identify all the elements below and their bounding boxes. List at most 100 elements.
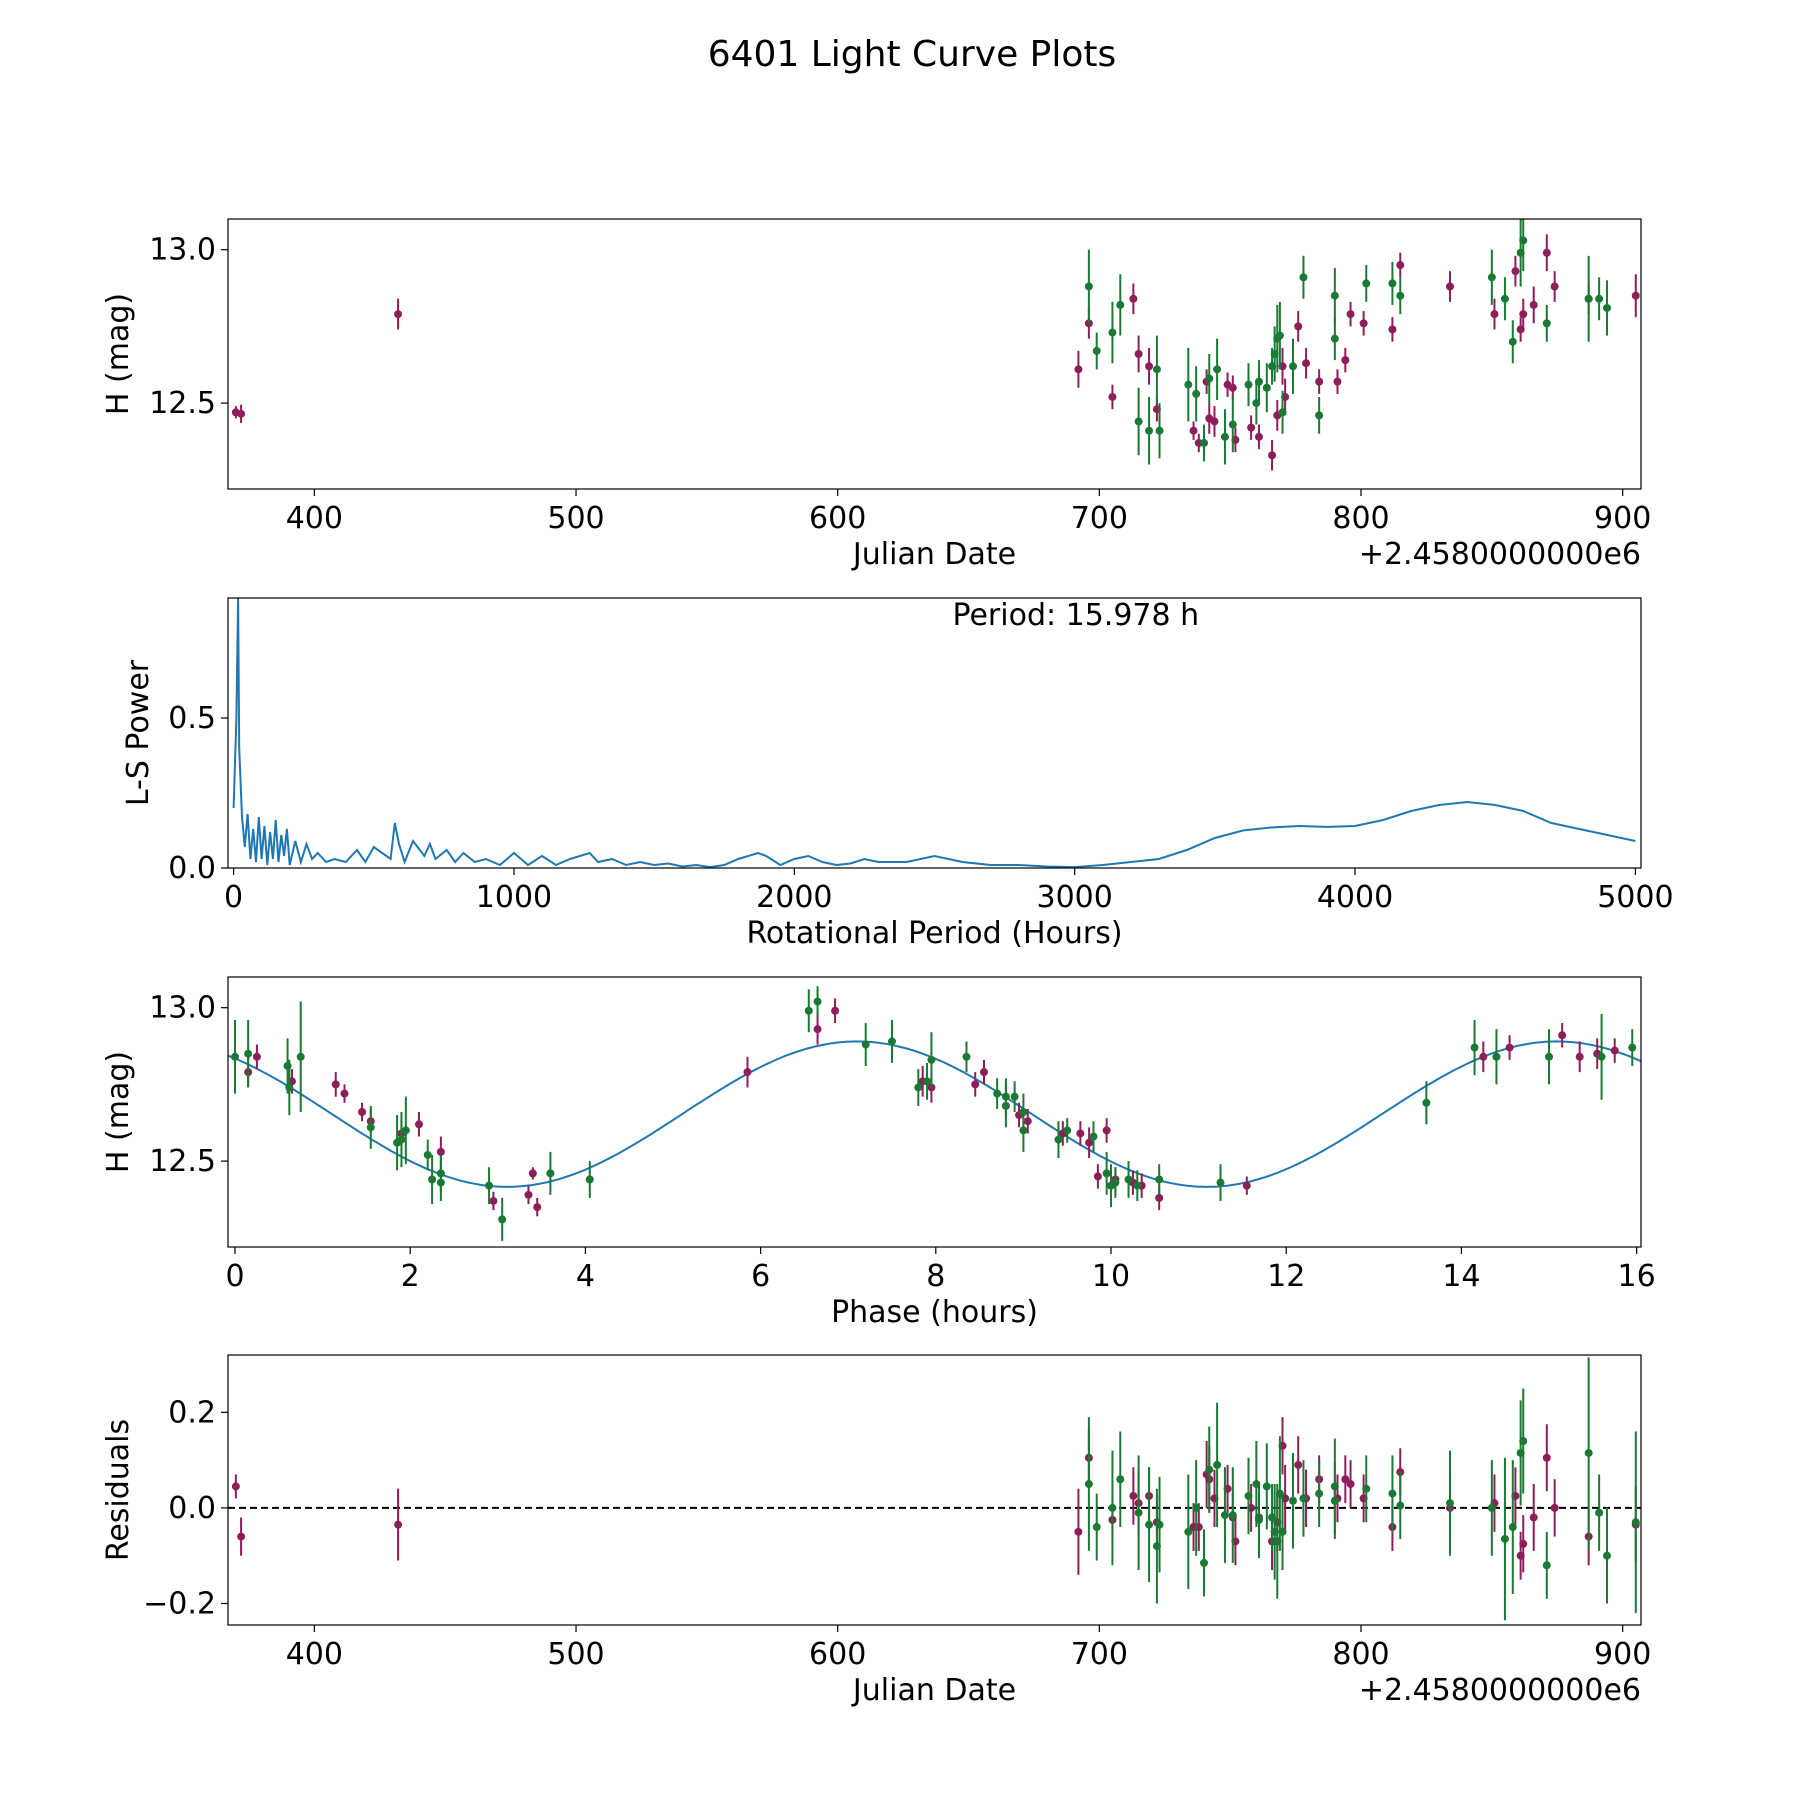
data-point <box>1315 1489 1324 1498</box>
data-point <box>1595 294 1604 303</box>
data-point <box>1508 1523 1517 1532</box>
data-point <box>1220 1511 1229 1520</box>
data-point <box>394 310 403 319</box>
residuals-x-axis-label: Julian Date <box>851 1673 1016 1708</box>
x-tick-label: 10 <box>1092 1259 1130 1294</box>
lightcurve-y-axis-label: H (mag) <box>101 293 136 415</box>
x-tick-label: 16 <box>1618 1259 1656 1294</box>
residuals-x-offset-text: +2.4580000000e6 <box>1359 1673 1641 1708</box>
data-point <box>1242 1181 1251 1190</box>
data-point <box>1490 310 1499 319</box>
data-point <box>1584 294 1593 303</box>
data-point <box>1362 1484 1371 1493</box>
data-point <box>1299 273 1308 282</box>
data-point <box>283 1061 292 1070</box>
data-point <box>1254 432 1263 441</box>
y-tick-label: 13.0 <box>149 233 216 268</box>
data-point <box>1529 1513 1538 1522</box>
data-point <box>1529 300 1538 309</box>
data-point <box>546 1169 555 1178</box>
data-point <box>1200 438 1209 447</box>
x-tick-label: 3000 <box>1036 880 1112 915</box>
x-tick-label: 600 <box>809 501 866 536</box>
data-point <box>489 1196 498 1205</box>
data-point <box>993 1089 1002 1098</box>
data-point <box>485 1181 494 1190</box>
periodogram-x-axis-label: Rotational Period (Hours) <box>746 916 1122 951</box>
data-point <box>1396 261 1405 270</box>
lightcurve-panel: 400 500 600 700 800 900 12.5 13.0 Julian Date H (… <box>101 218 1651 572</box>
data-point <box>1116 300 1125 309</box>
data-point <box>340 1089 349 1098</box>
data-point <box>1542 1561 1551 1570</box>
x-tick-label: 5000 <box>1597 880 1673 915</box>
data-point <box>1184 380 1193 389</box>
y-tick-label: 13.0 <box>149 991 216 1026</box>
data-point <box>1108 1503 1117 1512</box>
data-point <box>1542 1453 1551 1462</box>
data-point <box>979 1068 988 1077</box>
data-point <box>1268 451 1277 460</box>
x-tick-label: 400 <box>286 501 343 536</box>
data-point <box>533 1203 542 1212</box>
x-tick-label: 4 <box>576 1259 595 1294</box>
data-point <box>401 1126 410 1135</box>
data-point <box>1108 392 1117 401</box>
data-point <box>1244 380 1253 389</box>
x-tick-label: 800 <box>1332 1637 1389 1672</box>
data-point <box>498 1215 507 1224</box>
phased-series-filter-a <box>244 998 1619 1217</box>
data-point <box>237 409 246 418</box>
residuals-series-filter-b <box>1084 1357 1640 1621</box>
data-point <box>1134 1508 1143 1517</box>
periodogram-series-line <box>232 598 1636 868</box>
data-point <box>1500 1534 1509 1543</box>
data-point <box>1192 389 1201 398</box>
data-point <box>358 1108 367 1116</box>
data-point <box>1511 267 1520 276</box>
data-point <box>1487 273 1496 282</box>
data-point <box>1092 346 1101 355</box>
x-tick-label: 6 <box>751 1259 770 1294</box>
periodogram-axes-frame <box>227 597 1642 869</box>
data-point <box>1610 1046 1619 1055</box>
data-point <box>1074 1527 1083 1536</box>
residuals-series-filter-a <box>231 1417 1640 1580</box>
data-point <box>1205 374 1214 383</box>
data-point <box>1396 291 1405 300</box>
x-tick-label: 14 <box>1442 1259 1480 1294</box>
y-tick-label: 12.5 <box>149 1144 216 1179</box>
y-tick-label: 0.0 <box>168 1491 216 1526</box>
y-tick-label: 0.5 <box>168 701 216 736</box>
data-point <box>1102 1126 1111 1135</box>
data-point <box>1145 362 1154 371</box>
residuals-axes-frame <box>227 1354 1642 1626</box>
data-point <box>914 1083 923 1092</box>
data-point <box>1262 1482 1271 1491</box>
data-point <box>423 1150 432 1159</box>
periodogram-y-axis-label: L-S Power <box>121 659 156 806</box>
residuals-plot-area <box>228 1357 1641 1621</box>
data-point <box>1542 319 1551 328</box>
data-point <box>1330 291 1339 300</box>
data-point <box>1294 1460 1303 1469</box>
x-tick-label: 1000 <box>476 880 552 915</box>
data-point <box>1299 1494 1308 1503</box>
data-point <box>1445 282 1454 291</box>
data-point <box>1602 1551 1611 1560</box>
data-point <box>252 1052 261 1061</box>
data-point <box>1213 365 1222 374</box>
data-point <box>1254 1515 1263 1524</box>
x-tick-label: 600 <box>809 1637 866 1672</box>
figure-title: 6401 Light Curve Plots <box>708 34 1117 75</box>
phased-panel: 0 2 4 6 8 10 12 14 16 12.5 13.0 Phase (hours) H (mag… <box>101 976 1656 1330</box>
data-point <box>1155 1520 1164 1529</box>
phased-x-axis-label: Phase (hours) <box>831 1295 1038 1330</box>
data-point <box>397 1135 406 1144</box>
data-point <box>394 1520 403 1529</box>
data-point <box>971 1080 980 1089</box>
data-point <box>1254 377 1263 386</box>
x-tick-label: 900 <box>1594 1637 1651 1672</box>
data-point <box>1023 1117 1032 1126</box>
data-point <box>231 1482 240 1491</box>
